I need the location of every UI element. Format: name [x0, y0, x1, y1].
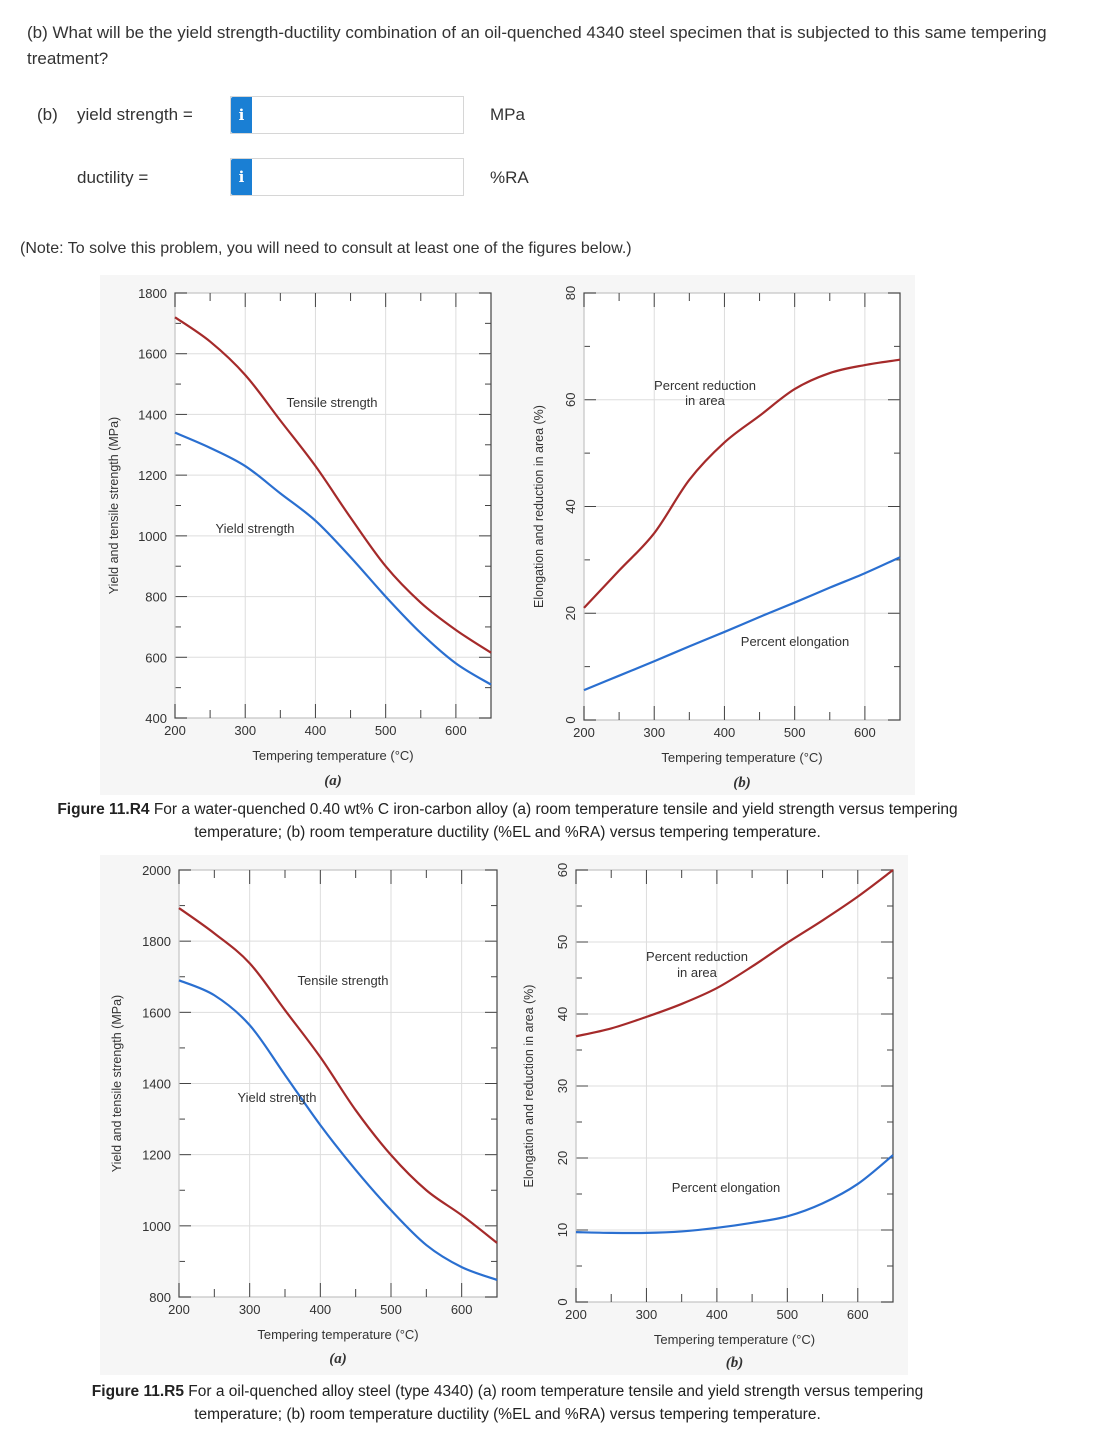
y-tick-label: 0 [555, 1298, 570, 1305]
ductility-unit: %RA [490, 168, 529, 187]
panel-label: (b) [733, 775, 751, 791]
x-tick-label: 600 [847, 1307, 869, 1322]
y-tick-label: 80 [563, 286, 578, 300]
x-tick-label: 600 [445, 723, 467, 738]
y-tick-label: 20 [555, 1151, 570, 1165]
part-label: (b) [37, 105, 58, 124]
yield-strength-field: i [230, 96, 464, 134]
x-tick-label: 400 [309, 1302, 331, 1317]
series-line-percent-reduction-in-area [583, 358, 901, 609]
panel-label: (b) [726, 1355, 744, 1371]
plot-area [174, 292, 492, 719]
x-tick-label: 200 [164, 723, 186, 738]
x-tick-label: 200 [573, 725, 595, 740]
series-line-tensile-strength [174, 316, 492, 654]
ductility-input[interactable] [252, 159, 463, 195]
x-tick-label: 500 [784, 725, 806, 740]
caption-text: For a water-quenched 0.40 wt% C iron-car… [149, 801, 958, 841]
caption-number: Figure 11.R4 [57, 801, 150, 818]
series-label: Percent elongation [741, 634, 849, 649]
y-tick-label: 800 [145, 590, 167, 605]
x-tick-label: 600 [854, 725, 876, 740]
series-line-yield-strength [178, 979, 498, 1281]
series-label: Tensile strength [286, 395, 377, 410]
x-axis-label: Tempering temperature (°C) [661, 750, 822, 765]
series-line-percent-elongation [583, 556, 901, 692]
x-tick-label: 500 [380, 1302, 402, 1317]
y-tick-label: 30 [555, 1079, 570, 1093]
x-tick-label: 200 [565, 1307, 587, 1322]
y-tick-label: 1200 [138, 468, 167, 483]
y-tick-label: 1600 [138, 347, 167, 362]
series-line-percent-reduction-in-area [575, 869, 894, 1038]
y-tick-label: 1800 [138, 286, 167, 301]
panel-label: (a) [324, 773, 342, 789]
x-tick-label: 300 [234, 723, 256, 738]
x-tick-label: 500 [375, 723, 397, 738]
y-tick-label: 1400 [142, 1077, 171, 1092]
info-icon[interactable]: i [231, 159, 252, 195]
caption-text: For a oil-quenched alloy steel (type 434… [183, 1383, 924, 1423]
note-text: (Note: To solve this problem, you will n… [20, 240, 632, 257]
y-tick-label: 0 [563, 716, 578, 723]
y-tick-label: 20 [563, 606, 578, 620]
series-label: Percent reduction [654, 378, 756, 393]
y-tick-label: 40 [563, 499, 578, 513]
caption-number: Figure 11.R5 [91, 1383, 184, 1400]
y-tick-label: 1200 [142, 1148, 171, 1163]
y-tick-label: 800 [149, 1290, 171, 1305]
y-tick-label: 1800 [142, 934, 171, 949]
question-text: (b) What will be the yield strength-duct… [27, 23, 1047, 68]
series-line-percent-elongation [575, 1154, 894, 1235]
info-icon[interactable]: i [231, 97, 252, 133]
ductility-field: i [230, 158, 464, 196]
x-tick-label: 300 [643, 725, 665, 740]
y-tick-label: 2000 [142, 863, 171, 878]
x-tick-label: 400 [706, 1307, 728, 1322]
y-tick-label: 1600 [142, 1005, 171, 1020]
series-label: Tensile strength [297, 973, 388, 988]
y-tick-label: 40 [555, 1007, 570, 1021]
y-tick-label: 1400 [138, 407, 167, 422]
x-tick-label: 200 [168, 1302, 190, 1317]
x-axis-label: Tempering temperature (°C) [654, 1332, 815, 1347]
y-tick-label: 60 [563, 393, 578, 407]
x-axis-label: Tempering temperature (°C) [257, 1327, 418, 1342]
y-tick-label: 600 [145, 650, 167, 665]
figure-caption-11-r5: Figure 11.R5 For a oil-quenched alloy st… [60, 1380, 955, 1426]
x-tick-label: 300 [239, 1302, 261, 1317]
x-tick-label: 600 [451, 1302, 473, 1317]
y-axis-label: Yield and tensile strength (MPa) [107, 417, 121, 594]
x-tick-label: 500 [776, 1307, 798, 1322]
panel-label: (a) [329, 1351, 347, 1367]
y-tick-label: 1000 [142, 1219, 171, 1234]
yield-strength-label: yield strength = [77, 105, 193, 124]
yield-strength-unit: MPa [490, 105, 525, 124]
x-tick-label: 400 [714, 725, 736, 740]
series-label: in area [677, 965, 718, 980]
series-label: Percent reduction [646, 949, 748, 964]
series-line-tensile-strength [178, 907, 498, 1244]
x-axis-label: Tempering temperature (°C) [252, 748, 413, 763]
ductility-label: ductility = [77, 168, 149, 187]
y-axis-label: Yield and tensile strength (MPa) [110, 995, 124, 1172]
x-tick-label: 400 [305, 723, 327, 738]
series-label: in area [685, 393, 726, 408]
figure-caption-11-r4: Figure 11.R4 For a water-quenched 0.40 w… [20, 798, 995, 844]
series-label: Percent elongation [672, 1180, 780, 1195]
y-tick-label: 10 [555, 1223, 570, 1237]
series-label: Yield strength [237, 1090, 316, 1105]
y-tick-label: 50 [555, 935, 570, 949]
series-label: Yield strength [215, 521, 294, 536]
yield-strength-input[interactable] [252, 97, 463, 133]
y-axis-label: Elongation and reduction in area (%) [522, 985, 536, 1188]
y-tick-label: 1000 [138, 529, 167, 544]
y-axis-label: Elongation and reduction in area (%) [532, 405, 546, 608]
x-tick-label: 300 [636, 1307, 658, 1322]
y-tick-label: 60 [555, 863, 570, 877]
y-tick-label: 400 [145, 711, 167, 726]
series-line-yield-strength [174, 431, 492, 686]
